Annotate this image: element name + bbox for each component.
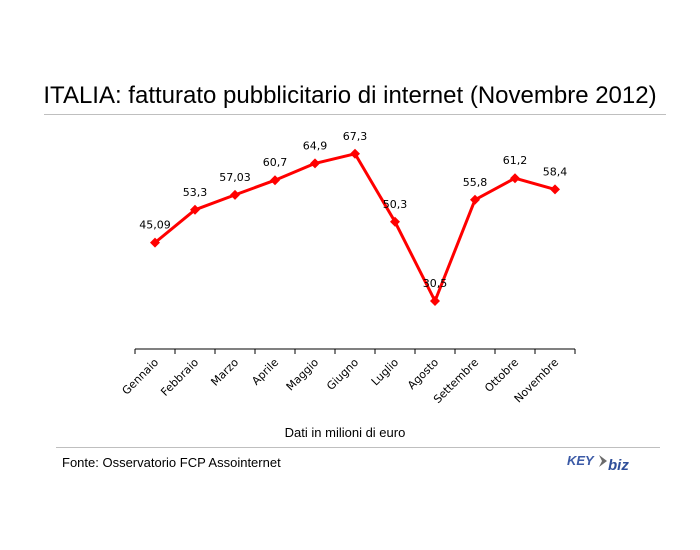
- x-tick-label: Luglio: [369, 356, 402, 389]
- data-point-marker: [430, 296, 440, 306]
- data-label: 50,3: [383, 198, 408, 211]
- data-point-marker: [190, 204, 200, 215]
- data-point-marker: [270, 175, 280, 186]
- data-label: 64,9: [303, 139, 328, 152]
- chart-title: ITALIA: fatturato pubblicitario di inter…: [43, 82, 657, 109]
- x-tick-label: Aprile: [249, 356, 281, 388]
- data-labels-layer: 45,09 53,3 57,03 60,7 64,9 67,3 50,3 30,5 55,8 61…: [139, 130, 567, 290]
- data-label: 57,03: [219, 171, 251, 184]
- data-point-marker: [510, 173, 520, 184]
- data-label: 45,09: [139, 219, 171, 232]
- x-tick-label: Ottobre: [482, 356, 521, 395]
- data-point-marker: [550, 184, 560, 195]
- data-label: 61,2: [503, 154, 528, 167]
- data-point-marker: [230, 189, 240, 200]
- data-label: 67,3: [343, 130, 368, 143]
- x-tick-label: Febbraio: [158, 356, 201, 399]
- x-tick-label: Maggio: [284, 356, 322, 394]
- data-label: 30,5: [423, 277, 448, 290]
- footer-divider: [56, 447, 660, 448]
- data-point-marker: [150, 237, 160, 248]
- logo-biz-text: biz: [608, 457, 629, 473]
- data-point-marker: [350, 148, 360, 159]
- data-label: 55,8: [463, 176, 488, 189]
- x-axis-label: Dati in milioni di euro: [285, 425, 406, 440]
- x-axis: [134, 348, 576, 354]
- logo-key-text: KEY: [567, 453, 595, 468]
- keybiz-logo: KEY biz: [567, 453, 629, 473]
- x-tick-label: Agosto: [405, 356, 441, 392]
- series-line-layer: [154, 152, 556, 303]
- x-tick-label: Marzo: [208, 356, 241, 389]
- data-point-marker: [470, 194, 480, 205]
- x-tick-label: Gennaio: [120, 356, 162, 398]
- data-label: 60,7: [263, 156, 288, 169]
- logo-arrow-icon: [599, 455, 607, 467]
- data-label: 58,4: [543, 165, 568, 178]
- data-label: 53,3: [183, 186, 208, 199]
- source-note: Fonte: Osservatorio FCP Assointernet: [62, 455, 281, 470]
- series-line: [154, 152, 556, 303]
- x-tick-label: Giugno: [324, 356, 361, 393]
- data-point-marker: [310, 158, 320, 169]
- title-divider: [44, 114, 666, 115]
- data-point-marker: [390, 216, 400, 227]
- markers-layer: [150, 148, 560, 306]
